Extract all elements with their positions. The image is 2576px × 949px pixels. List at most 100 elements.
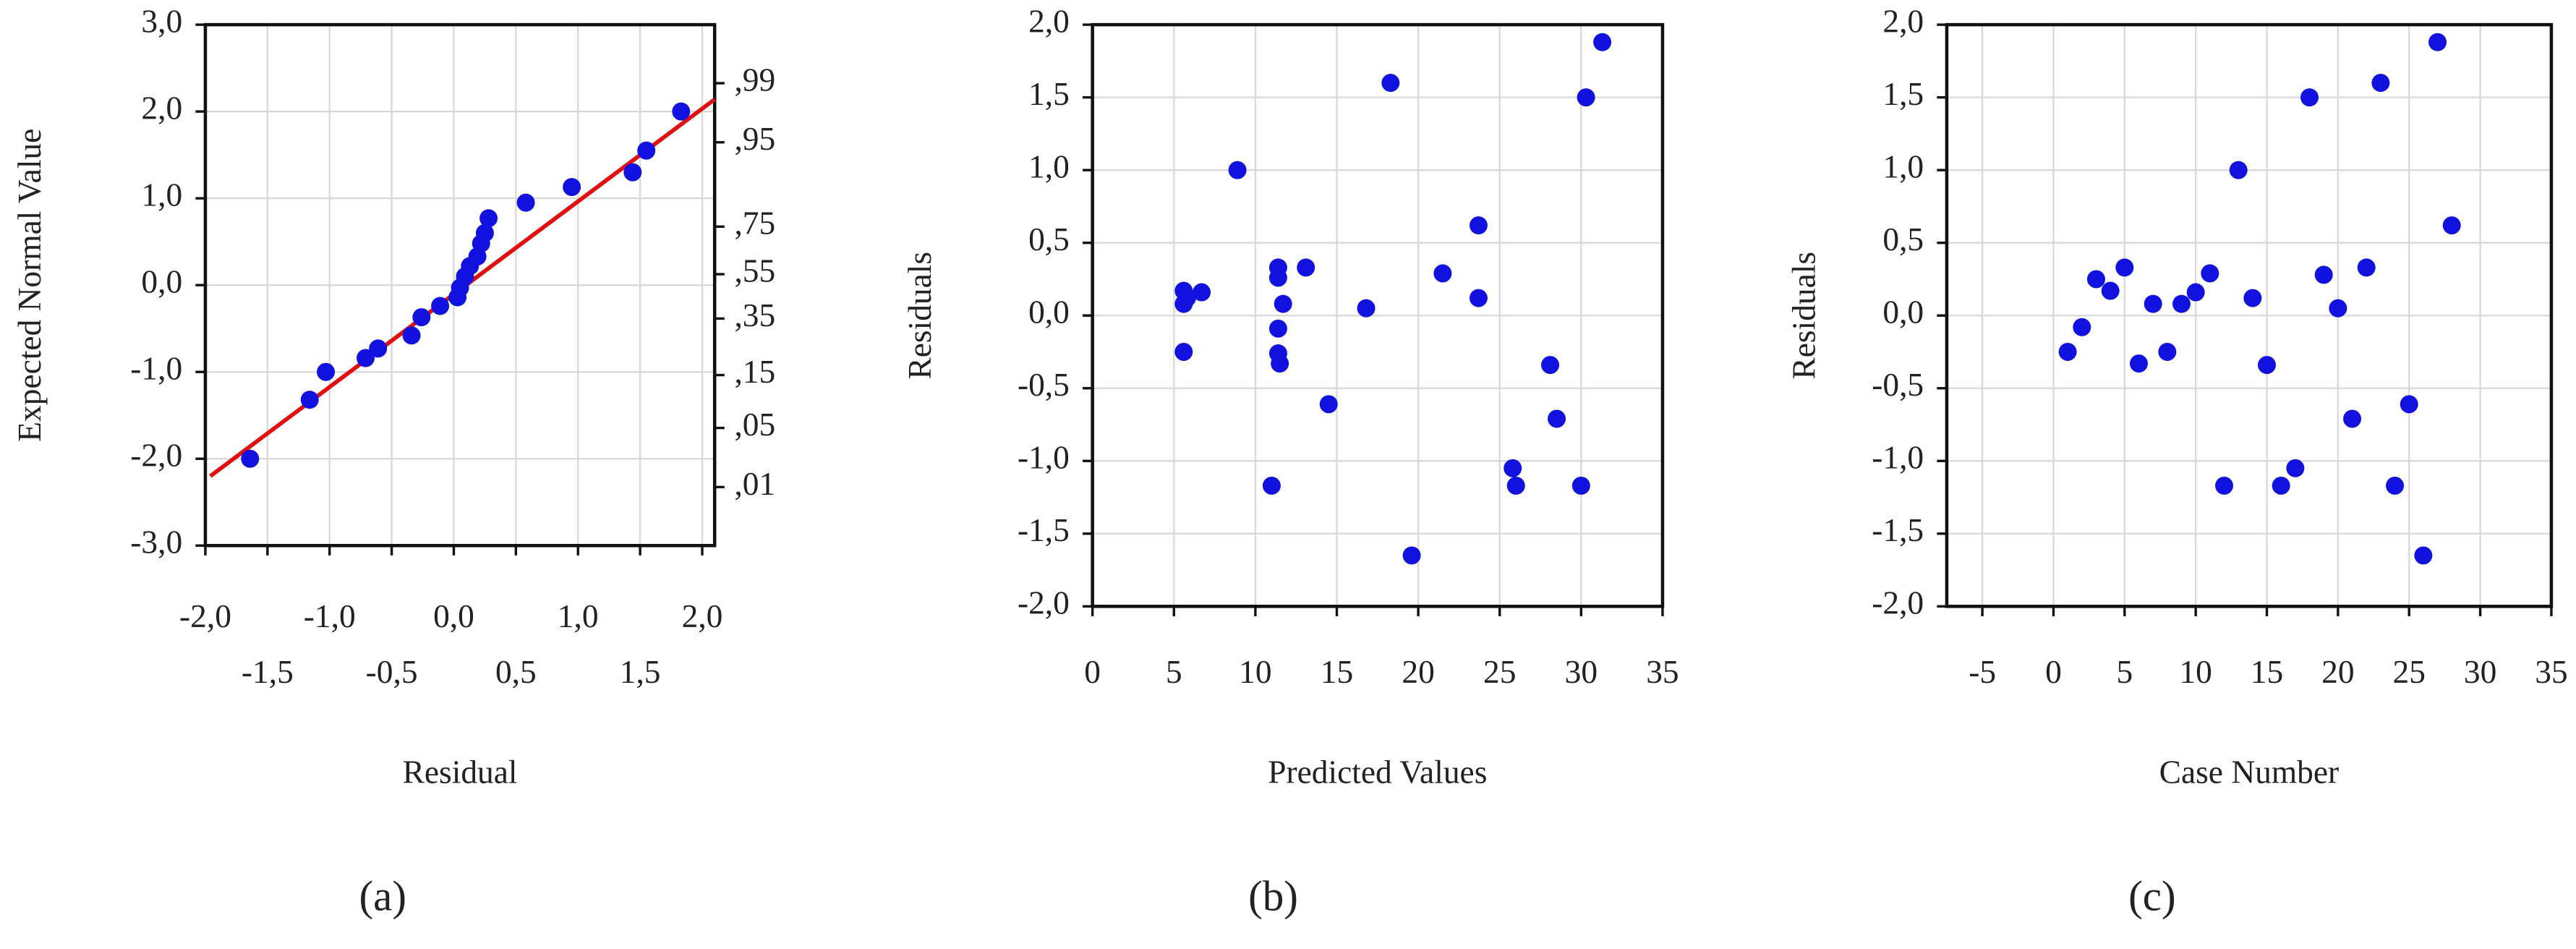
point	[1402, 546, 1421, 565]
point	[241, 449, 260, 468]
y-tick-label: 1,0	[141, 177, 182, 213]
y-tick-label: -0,5	[1872, 367, 1924, 403]
point	[2201, 264, 2219, 283]
point	[563, 178, 581, 197]
x-tick-label: 0	[1084, 654, 1101, 690]
x-tick-label: 1,5	[620, 654, 661, 690]
point	[637, 141, 656, 160]
x-tick-label: -2,0	[179, 598, 231, 634]
point	[1193, 283, 1211, 302]
point	[431, 297, 450, 315]
plot-frame	[1091, 22, 1665, 608]
y-tick-label: 1,5	[1882, 76, 1924, 112]
point	[1571, 476, 1590, 495]
point	[2058, 342, 2077, 361]
point	[672, 102, 691, 121]
point	[1268, 319, 1287, 338]
x-tick-label: 5	[1166, 654, 1182, 690]
point	[1577, 88, 1595, 107]
point	[2428, 33, 2447, 51]
point	[1504, 459, 1522, 477]
point	[1381, 74, 1400, 93]
y-axis-title: Expected Normal Value	[12, 129, 48, 442]
x-tick-label: 30	[2464, 654, 2496, 690]
y-tick-label: 0,0	[141, 264, 182, 300]
x-tick-label: 15	[2251, 654, 2283, 690]
y-tick-label: 2,0	[1882, 4, 1924, 40]
point	[475, 224, 494, 242]
x-tick-label: 0	[2045, 654, 2062, 690]
x-tick-label: 35	[1646, 654, 1679, 690]
point	[317, 362, 336, 381]
point	[2258, 356, 2277, 375]
point	[2229, 161, 2248, 179]
y-tick-label: 0,5	[1882, 221, 1924, 258]
panel-caption: (c)	[2128, 872, 2176, 919]
x-tick-label: 25	[1483, 654, 1516, 690]
point	[1433, 264, 1452, 283]
x-tick-label: 2,0	[682, 598, 723, 634]
y-tick-label: -1,0	[1018, 440, 1070, 476]
y-tick-label: 1,0	[1028, 149, 1070, 185]
point	[1319, 395, 1338, 414]
y-tick-label: -1,5	[1872, 512, 1924, 548]
y2-tick-label: ,95	[734, 121, 775, 157]
y-tick-label: 1,5	[1028, 76, 1070, 112]
point	[1274, 294, 1292, 313]
point	[2086, 270, 2105, 289]
point	[2371, 74, 2390, 93]
y-tick-label: 2,0	[141, 90, 182, 127]
point	[1268, 268, 1287, 287]
y2-tick-label: ,99	[734, 61, 775, 98]
point	[2158, 342, 2177, 361]
point	[2414, 546, 2433, 565]
point	[2329, 299, 2347, 318]
point	[1177, 289, 1196, 307]
point	[1506, 476, 1525, 495]
y-tick-label: -2,0	[1018, 585, 1070, 621]
y-tick-label: -1,5	[1018, 512, 1070, 548]
x-tick-label: 10	[2179, 654, 2212, 690]
x-tick-label: -0,5	[366, 654, 418, 690]
x-tick-label: 1,0	[558, 598, 599, 634]
point	[623, 163, 642, 182]
point	[2400, 395, 2418, 414]
point	[357, 349, 375, 367]
x-axis-title: Predicted Values	[1268, 754, 1487, 791]
y-tick-label: -3,0	[130, 524, 182, 561]
y2-tick-label: ,05	[734, 407, 775, 443]
point	[2300, 88, 2319, 107]
point	[1357, 299, 1376, 318]
point	[2442, 216, 2461, 235]
point	[479, 209, 498, 228]
point	[2272, 476, 2290, 495]
x-tick-label: 0,5	[495, 654, 537, 690]
y-tick-label: -2,0	[130, 438, 182, 474]
x-tick-label: 30	[1565, 654, 1598, 690]
y2-tick-label: ,75	[734, 205, 775, 242]
y-axis-title: Residuals	[902, 252, 938, 380]
point	[300, 391, 319, 409]
x-tick-label: 0,0	[433, 598, 474, 634]
y-tick-label: -2,0	[1872, 585, 1924, 621]
y2-tick-label: ,55	[734, 252, 775, 289]
panel-caption: (a)	[359, 872, 407, 919]
point	[2386, 476, 2405, 495]
y2-tick-label: ,35	[734, 297, 775, 333]
y-tick-label: -1,0	[130, 351, 182, 387]
point	[2286, 459, 2305, 477]
y-tick-label: 2,0	[1028, 4, 1070, 40]
y-tick-label: 3,0	[141, 4, 182, 40]
x-tick-label: 5	[2116, 654, 2133, 690]
point	[1593, 33, 1612, 51]
point	[412, 308, 431, 327]
point	[2215, 476, 2234, 495]
y2-tick-label: ,01	[734, 466, 775, 502]
point	[369, 339, 388, 358]
y-tick-label: -0,5	[1018, 367, 1070, 403]
point	[2314, 265, 2333, 284]
point	[1262, 476, 1281, 495]
panel-caption: (b)	[1248, 872, 1298, 919]
point	[2115, 258, 2134, 277]
